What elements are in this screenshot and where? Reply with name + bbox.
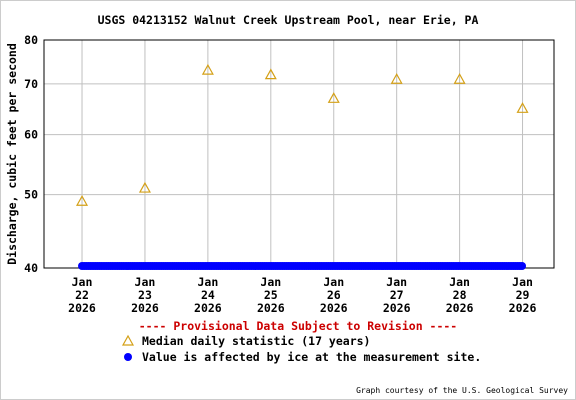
median-point [264, 68, 277, 80]
x-tick-label: Jan 29 2026 [509, 275, 537, 315]
median-point [453, 73, 466, 84]
legend: Median daily statistic (17 years) Value i… [121, 334, 481, 364]
provisional-note: ---- Provisional Data Subject to Revisio… [139, 319, 458, 333]
median-point [201, 63, 214, 75]
chart-title: USGS 04213152 Walnut Creek Upstream Pool… [98, 13, 479, 27]
x-tick-label: Jan 22 2026 [68, 275, 96, 315]
legend-triangle-icon [121, 334, 135, 346]
ice-affected-series [78, 262, 527, 270]
median-series [76, 63, 529, 206]
y-tick-label: 40 [24, 261, 38, 275]
ice-point [518, 262, 527, 270]
median-point [138, 181, 151, 193]
median-point [327, 92, 340, 103]
median-point [390, 73, 403, 84]
median-point [516, 102, 529, 113]
x-tick-label: Jan 26 2026 [320, 275, 348, 315]
y-tick-label: 70 [24, 77, 38, 91]
y-tick-labels: 40 50 60 70 80 [24, 33, 38, 275]
y-tick-label: 50 [24, 188, 38, 202]
median-point [76, 195, 89, 206]
credit-text: Graph courtesy of the U.S. Geological Su… [356, 386, 568, 395]
legend-dot-icon [124, 353, 132, 361]
x-tick-labels: Jan 22 2026 Jan 23 2026 Jan 24 2026 Jan 25 2026 Jan 2… [68, 275, 536, 315]
x-tick-label: Jan 25 2026 [257, 275, 285, 315]
x-tick-label: Jan 24 2026 [194, 275, 222, 315]
y-axis-label: Discharge, cubic feet per second [5, 43, 19, 265]
x-tick-label: Jan 23 2026 [131, 275, 159, 315]
legend-label: Median daily statistic (17 years) [142, 334, 370, 348]
x-tick-label: Jan 28 2026 [446, 275, 474, 315]
x-tick-label: Jan 27 2026 [383, 275, 411, 315]
y-tick-label: 80 [24, 33, 38, 47]
legend-label: Value is affected by ice at the measurem… [142, 350, 481, 364]
y-tick-label: 60 [24, 128, 38, 142]
